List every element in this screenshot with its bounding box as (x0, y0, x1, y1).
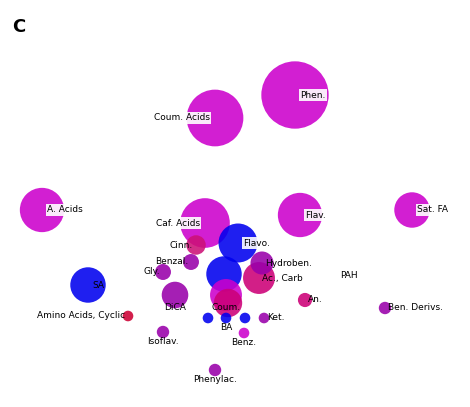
Text: Phen.: Phen. (300, 90, 325, 99)
Point (159, 269, 167, 275)
Text: Ket.: Ket. (267, 313, 284, 322)
Text: Gly.: Gly. (143, 267, 160, 276)
Text: Coum.: Coum. (212, 303, 241, 312)
Text: An.: An. (308, 295, 323, 304)
Point (241, 315, 249, 321)
Point (408, 207, 416, 213)
Point (211, 367, 219, 373)
Point (240, 330, 248, 336)
Point (222, 315, 230, 321)
Point (291, 92, 299, 98)
Point (301, 297, 309, 303)
Point (234, 240, 242, 246)
Text: PAH: PAH (340, 271, 358, 280)
Point (124, 313, 132, 319)
Text: BA: BA (220, 323, 232, 332)
Text: SA: SA (92, 280, 104, 289)
Text: Caf. Acids: Caf. Acids (156, 219, 200, 228)
Point (201, 220, 209, 226)
Point (258, 260, 266, 266)
Text: DiCA: DiCA (164, 303, 186, 312)
Point (255, 275, 263, 281)
Text: Ben. Derivs.: Ben. Derivs. (388, 304, 443, 313)
Text: Coum. Acids: Coum. Acids (154, 114, 210, 123)
Point (159, 329, 167, 335)
Point (187, 259, 195, 265)
Point (171, 292, 179, 298)
Text: Ac., Carb: Ac., Carb (262, 274, 303, 282)
Text: Cinn.: Cinn. (170, 241, 193, 249)
Text: Amino Acids, Cyclic: Amino Acids, Cyclic (37, 311, 125, 320)
Text: Hydroben.: Hydroben. (265, 258, 312, 267)
Text: C: C (12, 18, 25, 36)
Text: Phenylac.: Phenylac. (193, 375, 237, 384)
Point (381, 305, 389, 311)
Text: Flavo.: Flavo. (243, 239, 270, 247)
Point (260, 315, 268, 321)
Text: Isoflav.: Isoflav. (147, 337, 179, 346)
Point (38, 207, 46, 213)
Point (204, 315, 212, 321)
Text: Benz.: Benz. (231, 338, 257, 347)
Point (211, 115, 219, 121)
Text: Flav.: Flav. (305, 210, 326, 219)
Point (192, 242, 200, 248)
Text: Benzal.: Benzal. (155, 258, 188, 267)
Point (222, 292, 230, 298)
Point (84, 282, 92, 288)
Text: A. Acids: A. Acids (47, 206, 83, 214)
Point (224, 300, 232, 306)
Point (220, 271, 228, 277)
Point (296, 212, 304, 218)
Text: Sat. FA: Sat. FA (417, 206, 448, 214)
